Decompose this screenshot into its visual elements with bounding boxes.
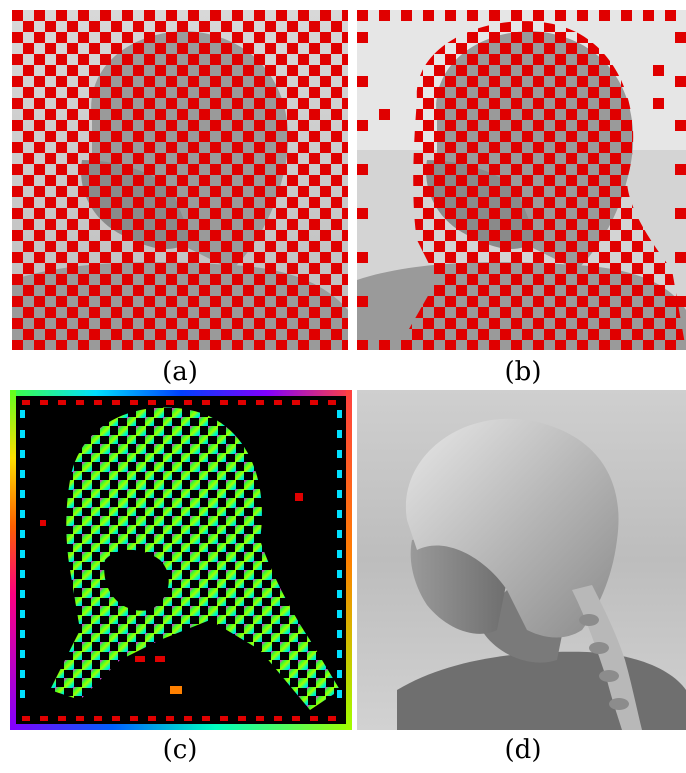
caption-b: (b) xyxy=(504,357,542,387)
panel-b-image xyxy=(357,10,686,350)
caption-c: (c) xyxy=(162,735,198,765)
panel-d-image xyxy=(357,390,686,730)
panel-c-graphic xyxy=(10,390,352,730)
caption-d: (d) xyxy=(504,735,542,765)
panel-d-graphic xyxy=(357,390,686,730)
panel-c-image xyxy=(10,390,352,730)
panel-a-graphic xyxy=(12,10,348,350)
caption-a: (a) xyxy=(162,357,198,387)
panel-a-image xyxy=(12,10,348,350)
panel-b-graphic xyxy=(357,10,686,350)
